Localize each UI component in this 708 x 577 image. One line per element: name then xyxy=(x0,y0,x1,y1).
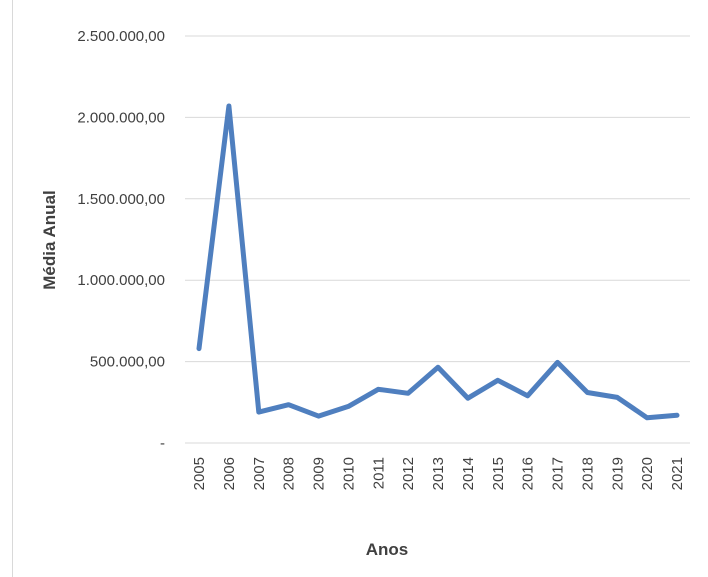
y-tick-label: 2.500.000,00 xyxy=(77,28,165,45)
y-tick-label: 1.000.000,00 xyxy=(77,272,165,289)
x-tick-label: 2020 xyxy=(639,457,656,490)
gridlines xyxy=(185,35,690,444)
x-tick-label: 2019 xyxy=(609,457,626,490)
y-tick-label: - xyxy=(160,435,165,452)
x-tick-label: 2013 xyxy=(430,457,447,490)
x-tick-label: 2009 xyxy=(311,457,328,490)
y-tick-label: 500.000,00 xyxy=(90,354,165,371)
x-axis-title: Anos xyxy=(366,540,409,559)
y-tick-label: 2.000.000,00 xyxy=(77,109,165,126)
x-tick-label: 2005 xyxy=(191,457,208,490)
x-axis-ticks: 2005 2006 2007 2008 2009 2010 2011 2012 2013 2014… xyxy=(191,457,686,490)
x-tick-label: 2018 xyxy=(579,457,596,490)
y-axis-ticks: - 500.000,00 1.000.000,00 1.500.000,00 2.000… xyxy=(77,28,165,452)
x-tick-label: 2015 xyxy=(490,457,507,490)
y-axis-title: Média Anual xyxy=(40,190,59,290)
x-tick-label: 2011 xyxy=(370,457,387,489)
frame-border xyxy=(12,0,13,577)
x-tick-label: 2017 xyxy=(550,457,567,490)
x-tick-label: 2007 xyxy=(251,457,268,490)
x-tick-label: 2010 xyxy=(340,457,357,490)
x-tick-label: 2008 xyxy=(281,457,298,490)
x-tick-label: 2021 xyxy=(669,457,686,490)
x-tick-label: 2014 xyxy=(460,457,477,490)
x-tick-label: 2016 xyxy=(520,457,537,490)
y-tick-label: 1.500.000,00 xyxy=(77,191,165,208)
x-tick-label: 2012 xyxy=(400,457,417,490)
series-line xyxy=(196,103,680,421)
x-tick-label: 2006 xyxy=(221,457,238,490)
